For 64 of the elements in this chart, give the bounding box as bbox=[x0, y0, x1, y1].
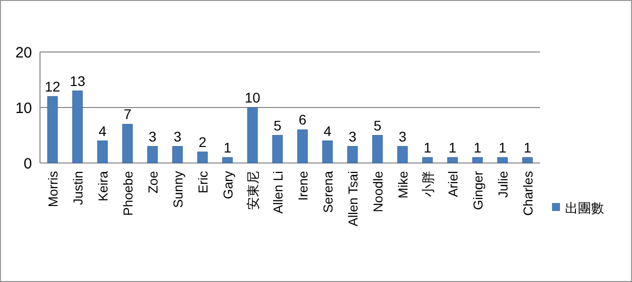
data-label: 5 bbox=[274, 117, 282, 134]
data-label: 4 bbox=[98, 122, 107, 139]
x-tick-label: Allen Li bbox=[270, 170, 286, 214]
x-tick-label: Gary bbox=[220, 170, 236, 200]
data-label: 1 bbox=[524, 139, 532, 156]
data-label: 3 bbox=[398, 128, 407, 144]
bar bbox=[272, 135, 283, 164]
data-label: 3 bbox=[148, 128, 157, 144]
legend-label: 出團數 bbox=[565, 200, 604, 216]
bar bbox=[347, 146, 358, 164]
bar bbox=[322, 140, 333, 164]
bar bbox=[172, 146, 183, 164]
x-tick-label: Allen Tsai bbox=[346, 170, 360, 226]
data-label: 2 bbox=[198, 134, 207, 150]
x-tick-label: 安東尼 bbox=[246, 171, 260, 210]
data-label: 12 bbox=[44, 78, 60, 94]
bar bbox=[72, 90, 83, 164]
data-label: 3 bbox=[348, 128, 357, 144]
bar bbox=[147, 146, 158, 164]
bar bbox=[422, 157, 433, 164]
data-label: 1 bbox=[498, 139, 507, 156]
x-tick-label: Ginger bbox=[470, 170, 486, 210]
x-tick-label: Serena bbox=[320, 170, 336, 213]
data-label: 1 bbox=[224, 139, 232, 156]
x-tick-label: Noodle bbox=[370, 171, 386, 212]
data-label: 13 bbox=[70, 72, 86, 89]
bar bbox=[122, 124, 133, 164]
bar bbox=[522, 157, 533, 164]
bar bbox=[197, 152, 208, 164]
bar bbox=[372, 135, 383, 164]
data-label: 10 bbox=[244, 90, 260, 106]
x-tick-label: Julie bbox=[496, 171, 510, 198]
data-label: 4 bbox=[324, 122, 332, 139]
y-tick-label: 0 bbox=[24, 155, 32, 172]
data-label: 7 bbox=[124, 106, 132, 122]
x-tick-label: Justin bbox=[70, 171, 86, 205]
data-label: 6 bbox=[298, 112, 307, 128]
bar bbox=[472, 157, 483, 164]
data-label: 1 bbox=[448, 139, 457, 156]
data-label: 5 bbox=[374, 117, 382, 134]
x-tick-label: Ariel bbox=[446, 170, 460, 198]
x-tick-label: Phoebe bbox=[120, 171, 136, 216]
x-tick-label: 小胖 bbox=[420, 171, 436, 197]
bar bbox=[447, 157, 458, 164]
bar bbox=[47, 96, 58, 164]
bar bbox=[397, 146, 408, 164]
bar bbox=[497, 157, 508, 164]
data-label: 1 bbox=[424, 139, 432, 156]
x-tick-label: Sunny bbox=[170, 170, 186, 208]
x-tick-label: Eric bbox=[196, 170, 210, 194]
x-tick-label: Mike bbox=[396, 171, 410, 198]
bar bbox=[247, 107, 258, 164]
x-tick-label: Charles bbox=[520, 170, 536, 216]
x-tick-label: Irene bbox=[296, 171, 310, 201]
x-tick-label: Keira bbox=[96, 170, 110, 202]
y-tick-label: 10 bbox=[15, 100, 32, 117]
y-tick-label: 20 bbox=[15, 44, 32, 62]
bar bbox=[97, 140, 108, 164]
x-tick-label: Zoe bbox=[146, 171, 160, 194]
bar bbox=[297, 129, 308, 164]
bar bbox=[222, 157, 233, 164]
data-label: 1 bbox=[474, 139, 482, 156]
x-tick-label: Morris bbox=[46, 170, 60, 208]
data-label: 3 bbox=[174, 128, 182, 144]
